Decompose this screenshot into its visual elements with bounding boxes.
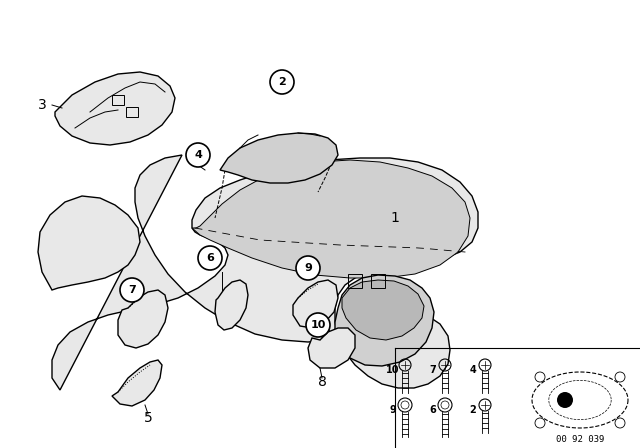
Polygon shape [192, 160, 470, 278]
Polygon shape [220, 133, 338, 183]
Text: 4: 4 [194, 150, 202, 160]
Bar [126, 107, 138, 117]
Circle shape [198, 246, 222, 270]
Text: 7: 7 [429, 365, 436, 375]
Text: 2: 2 [470, 405, 476, 415]
Polygon shape [118, 290, 168, 348]
Text: 9: 9 [390, 405, 396, 415]
Circle shape [296, 256, 320, 280]
Polygon shape [55, 72, 175, 145]
Text: 10: 10 [387, 365, 400, 375]
Text: 5: 5 [143, 411, 152, 425]
Bar [371, 274, 385, 288]
Polygon shape [293, 280, 338, 328]
Circle shape [306, 313, 330, 337]
Polygon shape [112, 360, 162, 406]
Polygon shape [335, 275, 434, 366]
Text: 9: 9 [304, 263, 312, 273]
Circle shape [120, 278, 144, 302]
Bar [348, 274, 362, 288]
Text: 10: 10 [310, 320, 326, 330]
Circle shape [270, 70, 294, 94]
Text: 6: 6 [429, 405, 436, 415]
Polygon shape [215, 280, 248, 330]
Text: 4: 4 [470, 365, 476, 375]
Polygon shape [38, 196, 140, 290]
Bar [112, 95, 124, 105]
Text: 00 92 039: 00 92 039 [556, 435, 604, 444]
Polygon shape [308, 328, 355, 368]
Text: 3: 3 [38, 98, 46, 112]
Polygon shape [52, 155, 478, 390]
Text: 2: 2 [278, 77, 286, 87]
Circle shape [557, 392, 573, 408]
Text: 1: 1 [390, 211, 399, 225]
Text: 6: 6 [206, 253, 214, 263]
Text: 7: 7 [128, 285, 136, 295]
Polygon shape [342, 280, 424, 340]
Text: 8: 8 [317, 375, 326, 389]
Circle shape [186, 143, 210, 167]
